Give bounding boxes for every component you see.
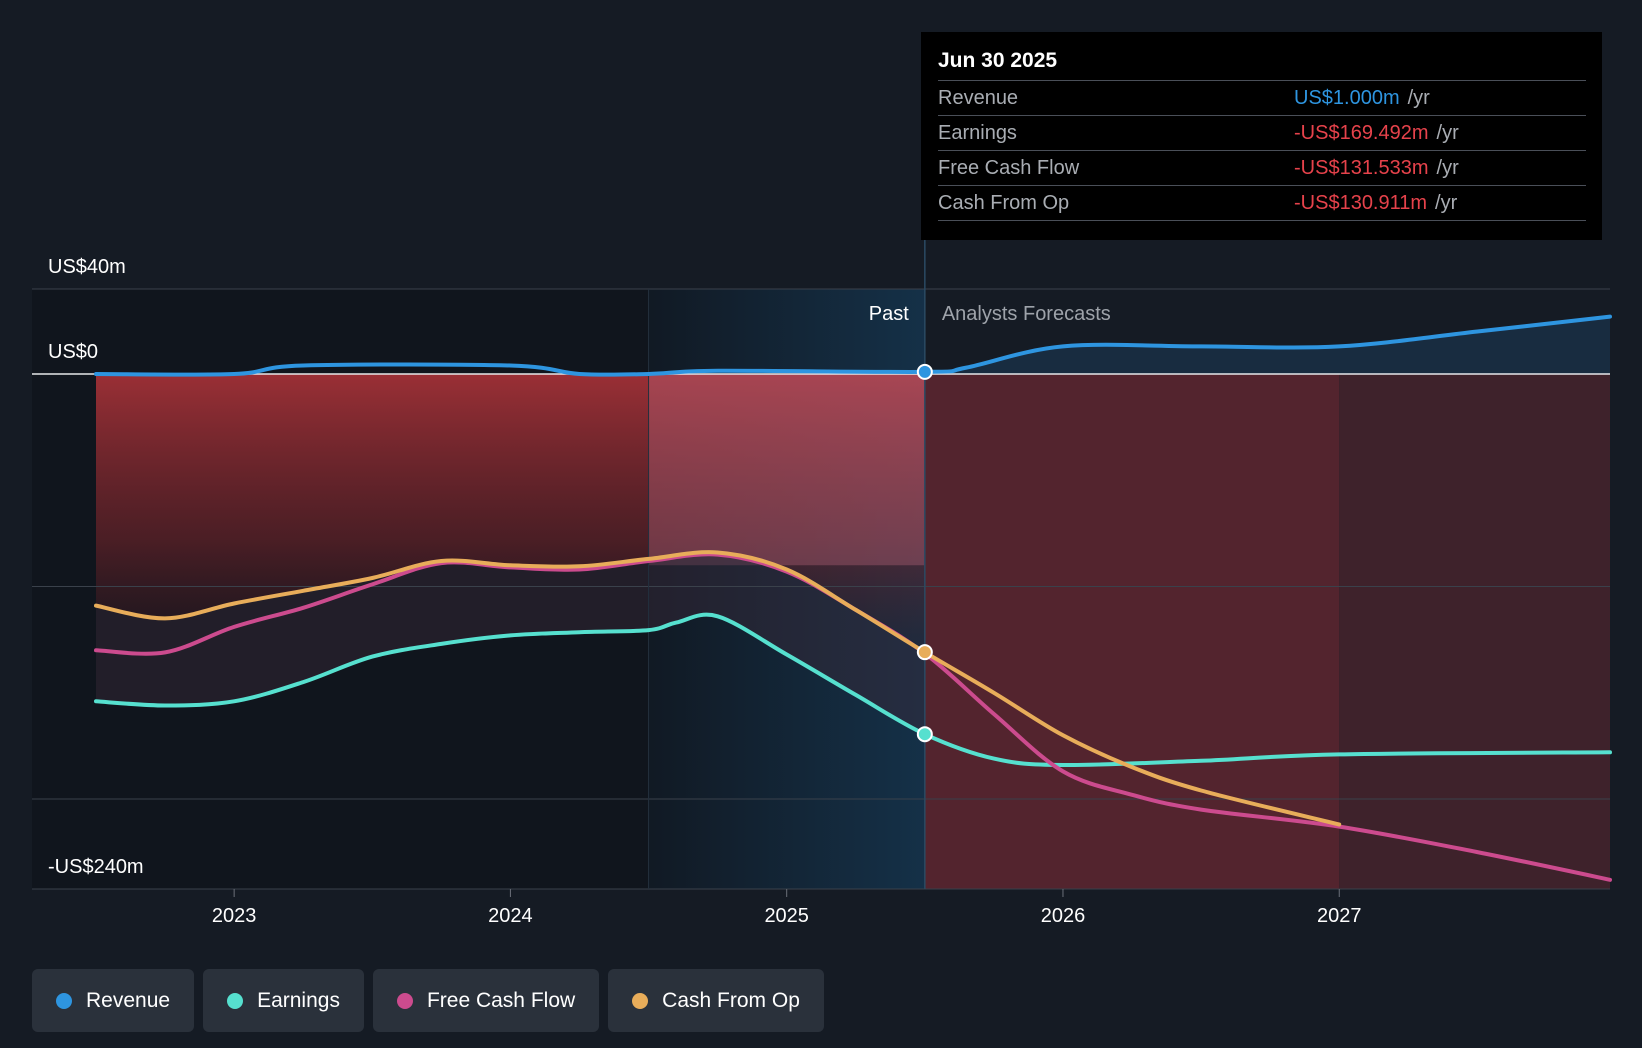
past-highlight-red-tint — [648, 374, 925, 566]
tooltip-row-free-cash-flow: Free Cash Flow -US$131.533m /yr — [938, 151, 1586, 186]
x-tick-label: 2026 — [1041, 905, 1086, 927]
tooltip-row-unit: /yr — [1435, 192, 1458, 214]
tooltip-row-unit: /yr — [1436, 122, 1459, 144]
y-tick-label-bottom: -US$240m — [48, 856, 144, 878]
background-layer — [32, 289, 1610, 889]
x-tick-label: 2024 — [488, 905, 533, 927]
tooltip-row-label: Free Cash Flow — [938, 157, 1080, 179]
marker-earnings — [916, 726, 933, 743]
series-lines — [94, 314, 1612, 882]
forecast-revenue-fill — [924, 316, 1610, 374]
past-label: Past — [869, 303, 909, 325]
legend: Revenue Earnings Free Cash Flow Cash Fro… — [32, 969, 824, 1032]
tooltip-row-label: Cash From Op — [938, 192, 1070, 214]
tooltip-row-unit: /yr — [1436, 157, 1459, 179]
x-tick-label: 2023 — [212, 905, 257, 927]
legend-label: Earnings — [257, 988, 340, 1012]
tooltip-panel: Jun 30 2025 Revenue US$1.000m /yr Earnin… — [921, 32, 1602, 240]
legend-item-earnings[interactable]: Earnings — [203, 969, 364, 1032]
tooltip-row-label: Revenue — [938, 87, 1019, 109]
forecast-label: Analysts Forecasts — [942, 303, 1111, 325]
tooltip-date: Jun 30 2025 — [938, 46, 1586, 81]
tooltip-row-value: -US$131.533m — [1294, 157, 1429, 179]
tooltip-row-value: US$1.000m — [1294, 87, 1400, 109]
legend-item-free-cash-flow[interactable]: Free Cash Flow — [372, 969, 600, 1032]
forecast-red-band — [924, 374, 1340, 889]
marker-cash-from-op — [916, 644, 933, 661]
tooltip-row-label: Earnings — [938, 122, 1017, 144]
gridlines — [32, 240, 1610, 897]
past-band-fill — [96, 552, 925, 735]
legend-label: Free Cash Flow — [426, 988, 576, 1012]
tooltip-row-cash-from-op: Cash From Op -US$130.911m /yr — [938, 186, 1586, 221]
y-tick-label-top: US$40m — [48, 256, 126, 278]
series-markers — [916, 363, 933, 743]
series-line-cash-from-op — [94, 550, 1342, 827]
legend-label: Cash From Op — [662, 988, 800, 1012]
legend-dot-icon — [56, 992, 72, 1009]
tooltip-row-unit: /yr — [1407, 87, 1430, 109]
tooltip-row-earnings: Earnings -US$169.492m /yr — [938, 116, 1586, 151]
series-line-revenue — [94, 314, 1612, 377]
past-negative-fill — [96, 374, 925, 653]
legend-label: Revenue — [86, 988, 171, 1012]
x-tick-label: 2025 — [764, 905, 809, 927]
x-tick-label: 2027 — [1317, 905, 1362, 927]
axis-labels: US$40m US$0 -US$240m 2023 2024 2025 2026 2027 Pa… — [48, 256, 1361, 927]
tooltip-row-value: -US$130.911m — [1294, 192, 1428, 214]
y-tick-label-zero: US$0 — [48, 341, 98, 363]
legend-dot-icon — [227, 992, 244, 1009]
legend-item-cash-from-op[interactable]: Cash From Op — [608, 969, 824, 1032]
legend-dot-icon — [632, 992, 649, 1009]
marker-revenue — [916, 363, 933, 380]
legend-item-revenue[interactable]: Revenue — [32, 969, 195, 1032]
tooltip-row-value: -US$169.492m — [1294, 122, 1429, 144]
series-line-earnings — [94, 612, 1612, 768]
legend-dot-icon — [396, 992, 413, 1009]
tooltip-row-revenue: Revenue US$1.000m /yr — [938, 81, 1586, 116]
forecast-red-band-late — [1339, 374, 1610, 889]
